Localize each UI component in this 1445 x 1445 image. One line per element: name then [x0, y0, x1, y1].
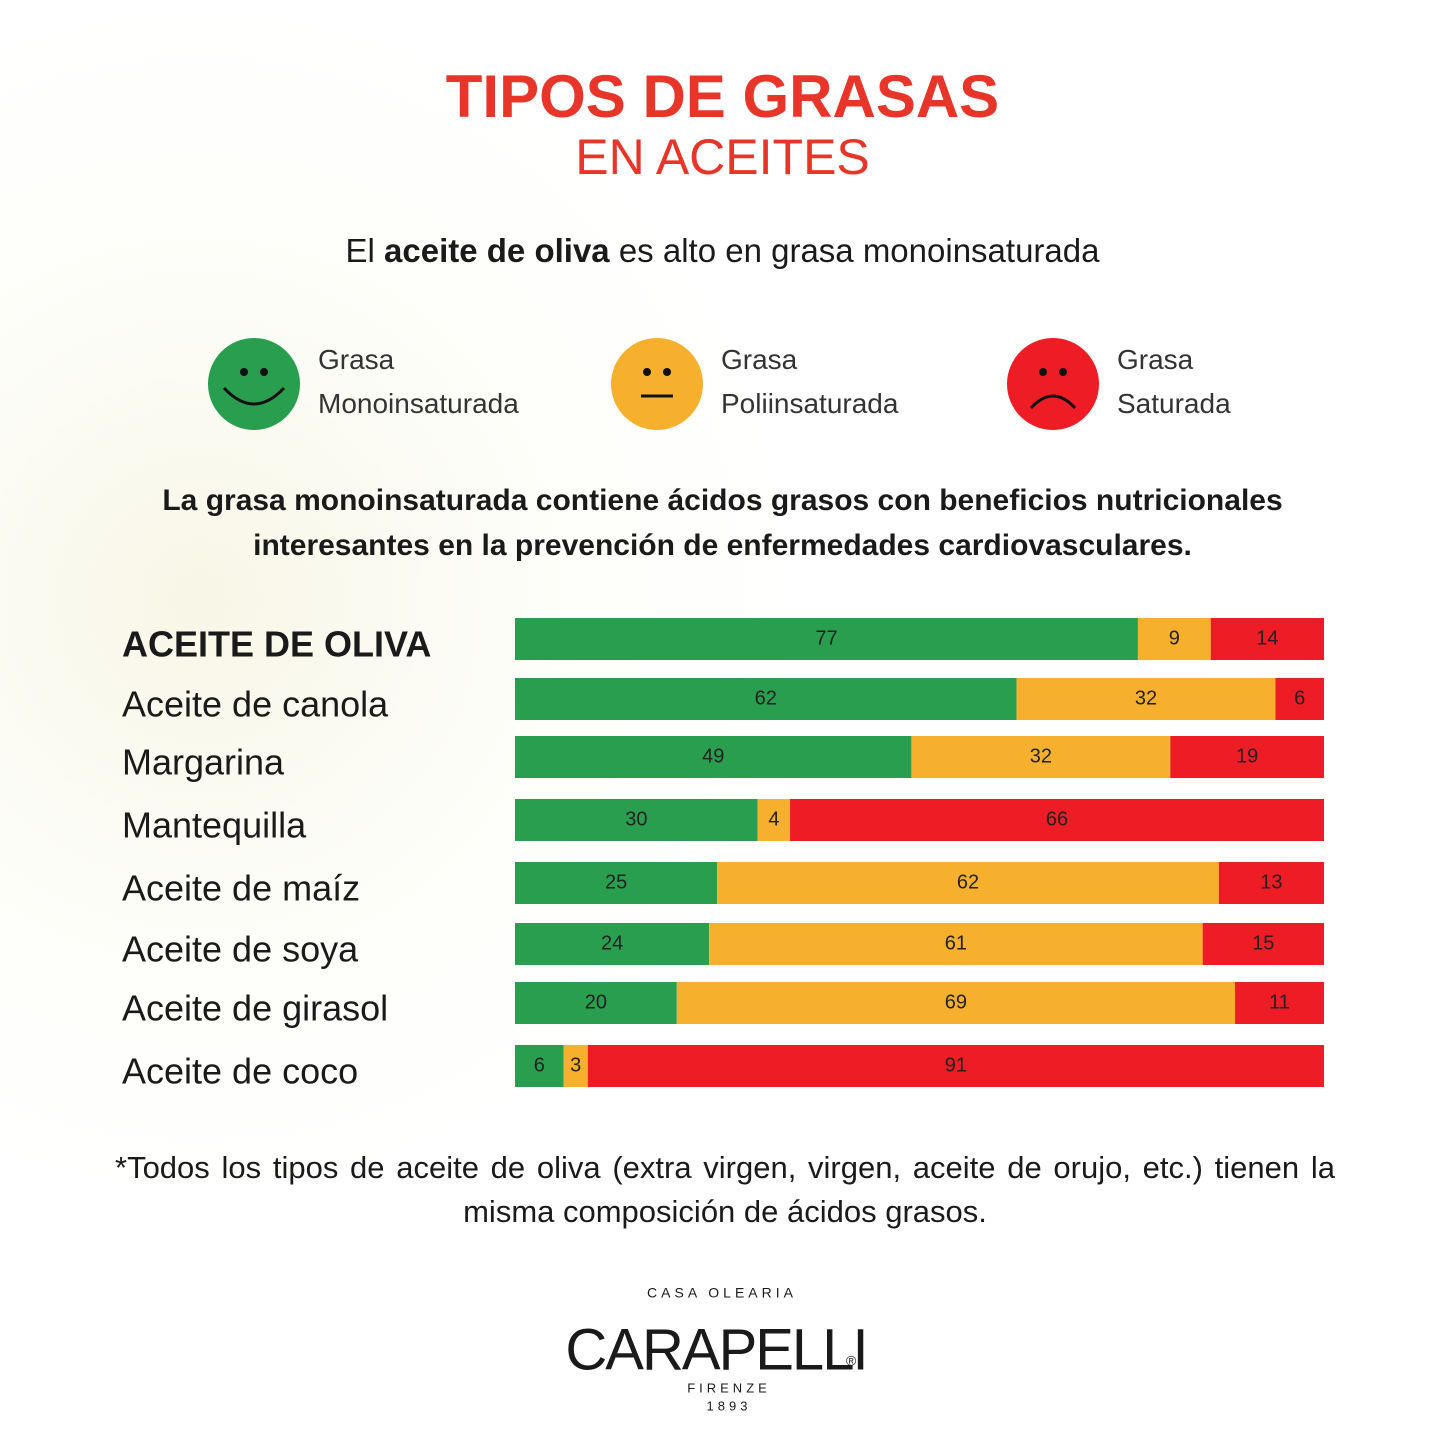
statement-text: El	[345, 232, 375, 269]
bar-segment	[911, 736, 1171, 778]
data-label: 25	[605, 871, 627, 893]
bar-segment	[790, 799, 1324, 841]
face-eye	[643, 368, 651, 376]
data-label: 49	[702, 745, 724, 767]
category-label: Margarina	[122, 742, 285, 783]
bar-segment	[515, 618, 1138, 660]
legend-marker	[611, 338, 703, 430]
bar-segment	[1137, 618, 1211, 660]
face-eye	[663, 368, 671, 376]
bar-segment	[1016, 678, 1276, 720]
data-label: 77	[815, 627, 837, 649]
category-label: ACEITE DE OLIVA	[122, 624, 431, 665]
face-eye	[1039, 368, 1047, 376]
face-eye	[1059, 368, 1067, 376]
footnote: *Todos los tipos de aceite de oliva (ext…	[115, 1150, 1335, 1229]
bar-segment	[709, 923, 1203, 965]
data-label: 91	[945, 1054, 967, 1076]
legend-marker	[1007, 338, 1099, 430]
logo-name: CARAPELLI	[565, 1317, 866, 1382]
data-label: 62	[957, 871, 979, 893]
data-label: 30	[625, 808, 647, 830]
statement-text: es alto en grasa monoinsaturada	[618, 232, 1100, 269]
bar-segment	[676, 982, 1236, 1024]
bar-segment	[1202, 923, 1324, 965]
bar-segment	[717, 862, 1219, 904]
data-label: 6	[534, 1054, 545, 1076]
bar-segment	[515, 862, 718, 904]
logo-year: 1893	[707, 1398, 752, 1413]
bar-segment	[515, 736, 912, 778]
bar-segment	[587, 1045, 1324, 1087]
face-eye	[260, 368, 268, 376]
category-label: Aceite de coco	[122, 1051, 358, 1092]
note: La grasa monoinsaturada contiene ácidos …	[162, 484, 1283, 562]
category-label: Aceite de girasol	[122, 988, 388, 1029]
bar-segment	[515, 1045, 564, 1087]
bar-segment	[515, 799, 758, 841]
legend-label: Grasa Poliinsaturada	[721, 344, 899, 419]
data-label: 24	[601, 932, 623, 954]
face-mouth	[222, 386, 286, 406]
bar-segment	[515, 678, 1017, 720]
data-label: 20	[585, 991, 607, 1013]
bar-segment	[1218, 862, 1324, 904]
data-label: 4	[768, 808, 779, 830]
data-label: 11	[1269, 991, 1290, 1013]
data-label: 13	[1260, 871, 1282, 893]
data-label: 32	[1135, 687, 1157, 709]
subtitle: EN ACEITES	[575, 129, 870, 185]
data-label: 66	[1046, 808, 1068, 830]
category-label: Mantequilla	[122, 805, 307, 846]
bar-segment	[1275, 678, 1324, 720]
legend-marker	[208, 338, 300, 430]
data-label: 9	[1169, 627, 1180, 649]
title: TIPOS DE GRASAS	[445, 63, 1000, 130]
data-label: 32	[1030, 745, 1052, 767]
category-label: Aceite de maíz	[122, 868, 360, 909]
category-label: Aceite de soya	[122, 929, 359, 970]
face-mouth	[1029, 394, 1077, 410]
data-label: 19	[1236, 745, 1258, 767]
data-label: 14	[1256, 627, 1278, 649]
bar-segment	[563, 1045, 588, 1087]
statement-emphasis: aceite de oliva	[384, 232, 610, 269]
bar-segment	[1210, 618, 1324, 660]
bar-segment	[1170, 736, 1324, 778]
bar-segment	[515, 923, 710, 965]
category-label: Aceite de canola	[122, 684, 389, 725]
face-eye	[240, 368, 248, 376]
bar-segment	[515, 982, 677, 1024]
logo-top: CASA OLEARIA	[647, 1285, 797, 1301]
logo-city: FIRENZE	[687, 1380, 771, 1395]
bar-segment	[1235, 982, 1324, 1024]
bar-segment	[757, 799, 791, 841]
logo-mark: ®	[846, 1353, 857, 1369]
data-label: 6	[1294, 687, 1305, 709]
data-label: 3	[570, 1054, 581, 1076]
statement: El aceite de oliva es alto en grasa mono…	[0, 232, 1445, 270]
data-label: 62	[755, 687, 777, 709]
data-label: 69	[945, 991, 967, 1013]
data-label: 15	[1252, 932, 1274, 954]
data-label: 61	[945, 932, 967, 954]
legend-label: Grasa Monoinsaturada	[318, 344, 519, 419]
legend-label: Grasa Saturada	[1117, 344, 1231, 419]
